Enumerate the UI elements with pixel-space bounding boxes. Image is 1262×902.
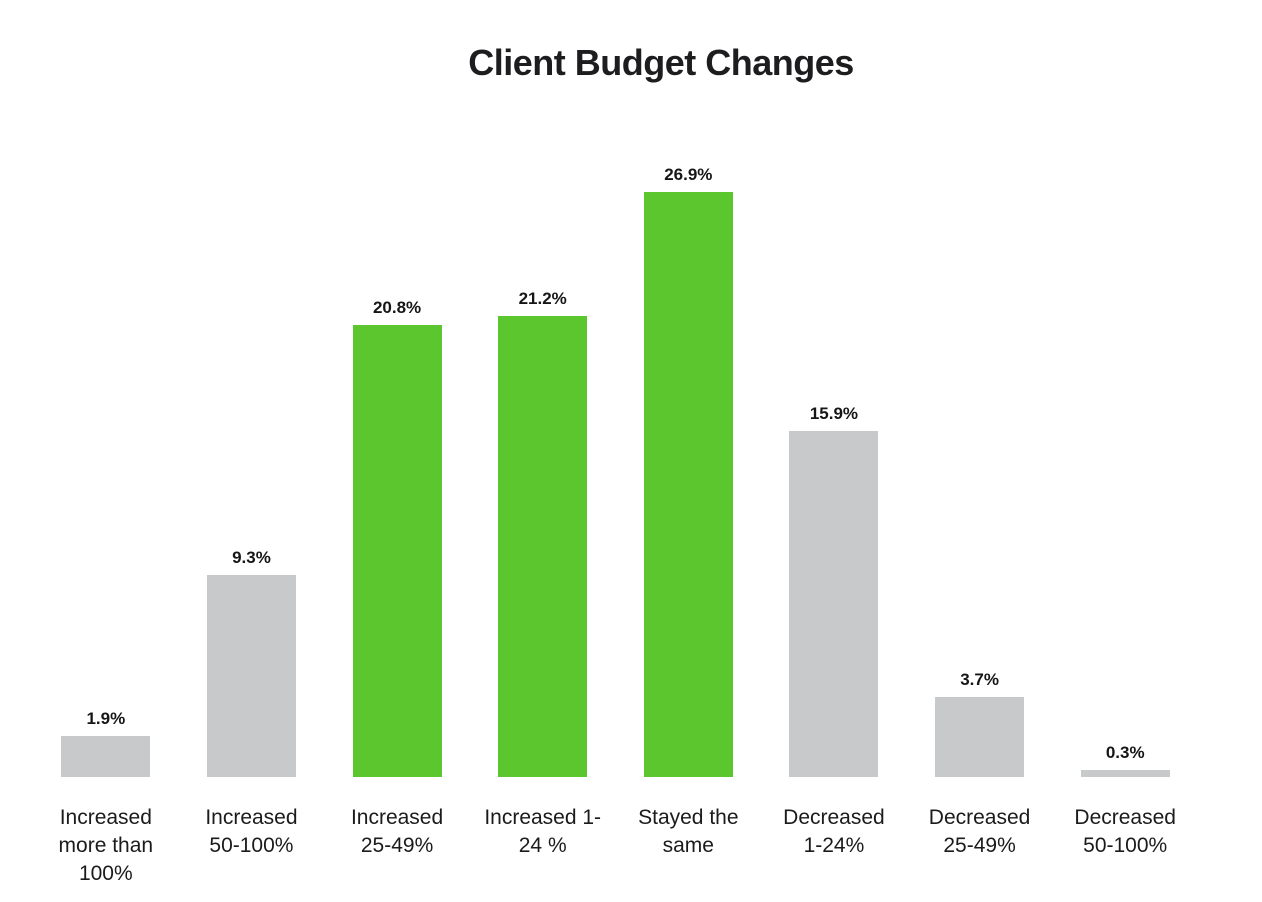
bar-value-label: 3.7% <box>960 670 999 689</box>
bar-column: 9.3% <box>179 548 325 777</box>
chart-title: Client Budget Changes <box>468 42 854 83</box>
category-label: Decreased 1-24% <box>783 806 885 857</box>
bar <box>206 575 296 777</box>
bar-column: 15.9% <box>761 404 907 777</box>
bar-value-label: 26.9% <box>664 165 713 184</box>
bar-value-label: 0.3% <box>1105 743 1145 762</box>
category-label: Stayed the same <box>638 806 739 857</box>
bar <box>789 431 879 777</box>
bar <box>498 316 588 777</box>
category-axis: Increased more than 100% Increased 50-100… <box>33 804 1198 888</box>
bar <box>643 192 733 777</box>
bar-column: 20.8% <box>324 298 470 777</box>
bar-value-label: 21.2% <box>518 289 567 308</box>
category-label: Increased 1-24 % <box>484 806 602 857</box>
bar-plot-area: 1.9% 9.3% 20.8% 21.2% 26.9% 15.9% 3.7% 0.3% <box>33 165 1198 777</box>
category-label: Increased 25-49% <box>350 806 444 857</box>
category-label: Decreased 50-100% <box>1074 806 1176 857</box>
bar-column: 3.7% <box>907 670 1053 777</box>
bar-value-label: 1.9% <box>86 709 126 728</box>
category-label: Increased more than 100% <box>58 806 154 885</box>
bar-column: 26.9% <box>616 165 762 777</box>
bar-column: 21.2% <box>470 289 616 777</box>
bar-column: 0.3% <box>1052 743 1198 777</box>
bar-value-label: 9.3% <box>232 548 271 567</box>
bar-column: 1.9% <box>33 709 179 777</box>
bar-value-label: 15.9% <box>809 404 859 423</box>
bar <box>935 697 1025 777</box>
bar <box>1080 770 1170 777</box>
bar-value-label: 20.8% <box>372 298 422 317</box>
category-label: Decreased 25-49% <box>928 806 1031 857</box>
bar <box>352 325 442 777</box>
bar <box>61 736 151 777</box>
category-label: Increased 50-100% <box>205 806 298 857</box>
